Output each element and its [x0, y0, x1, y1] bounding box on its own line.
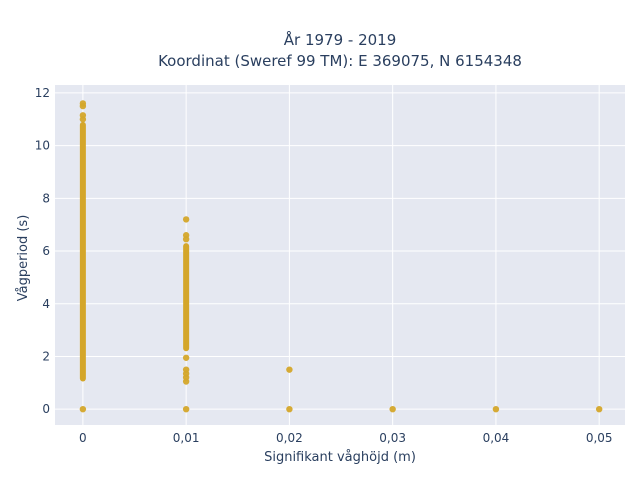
y-tick-label: 0: [42, 402, 50, 416]
y-tick-label: 4: [42, 297, 50, 311]
data-point: [182, 354, 190, 361]
x-tick-label: 0,01: [173, 431, 200, 445]
data-point: [492, 405, 500, 413]
data-point: [182, 366, 190, 373]
data-point: [182, 216, 190, 223]
data-point: [182, 405, 190, 413]
x-tick-label: 0,04: [483, 431, 510, 445]
data-point: [595, 405, 603, 413]
chart-title-line-1: År 1979 - 2019: [284, 30, 397, 49]
data-point: [286, 405, 293, 413]
x-tick-label: 0,05: [586, 431, 613, 445]
y-tick-label: 10: [35, 139, 50, 153]
y-tick-label: 6: [42, 244, 50, 258]
x-tick-label: 0: [79, 431, 87, 445]
data-point-column: [79, 121, 86, 382]
tick-labels: 0 0,01 0,02 0,03 0,04 0,05 0 2 4 6 8 10 12: [35, 86, 613, 445]
data-point: [182, 232, 190, 239]
data-point: [79, 100, 87, 107]
data-points: [79, 100, 603, 413]
y-tick-label: 2: [42, 349, 50, 363]
data-point: [286, 366, 293, 373]
x-tick-label: 0,03: [379, 431, 406, 445]
data-point: [79, 112, 87, 119]
x-tick-label: 0,02: [276, 431, 303, 445]
y-axis-title: Vågperiod (s): [16, 215, 31, 302]
y-tick-label: 12: [35, 86, 50, 100]
x-axis-title: Signifikant våghöjd (m): [264, 450, 416, 465]
data-point-column: [183, 243, 190, 352]
data-point: [79, 405, 87, 413]
plot-area: [55, 85, 625, 425]
grid-lines: [55, 85, 625, 425]
y-tick-label: 8: [42, 191, 50, 205]
chart-title-line-2: Koordinat (Sweref 99 TM): E 369075, N 61…: [158, 52, 522, 70]
data-point: [389, 405, 396, 413]
